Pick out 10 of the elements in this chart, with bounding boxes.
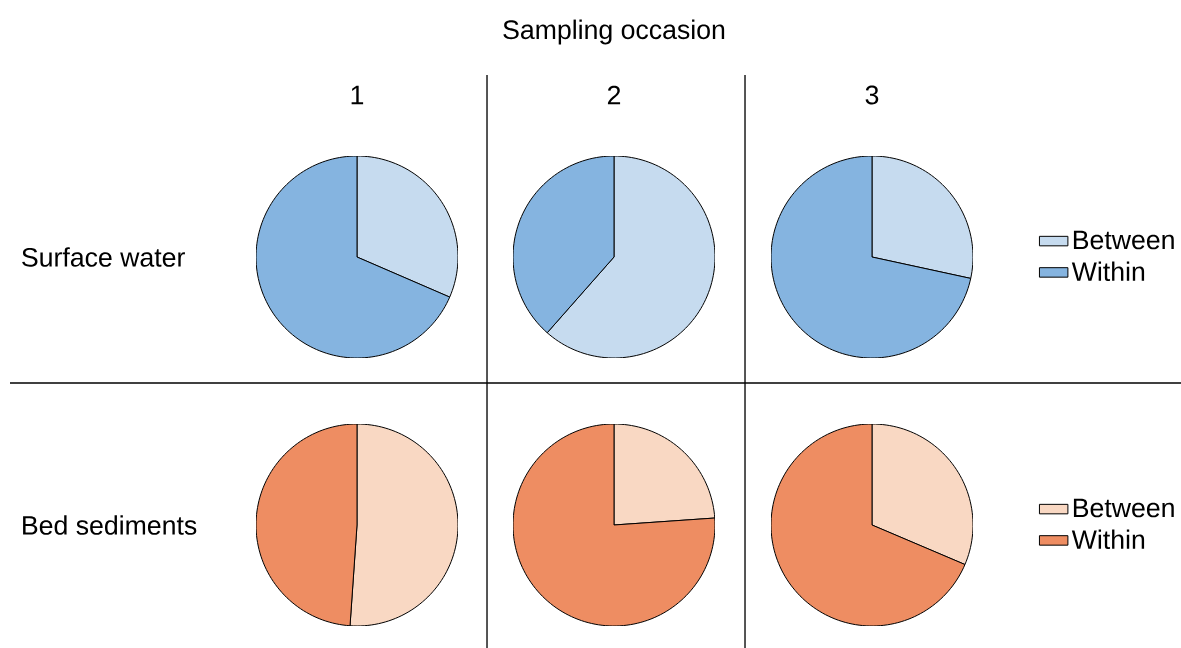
- chart-title: Sampling occasion: [503, 19, 725, 45]
- chart-subtitle: 2: [607, 85, 621, 105]
- legend-label: Between: [1073, 230, 1174, 250]
- legend-label: Between: [1073, 498, 1174, 518]
- text: Bed sediments: [23, 515, 197, 535]
- chart-title: 1: [351, 85, 364, 105]
- legend-label: Within: [1071, 529, 1145, 550]
- chart-title: 3: [865, 85, 879, 105]
- text: Surface water: [22, 247, 185, 267]
- legend-label: Within: [1071, 261, 1145, 282]
